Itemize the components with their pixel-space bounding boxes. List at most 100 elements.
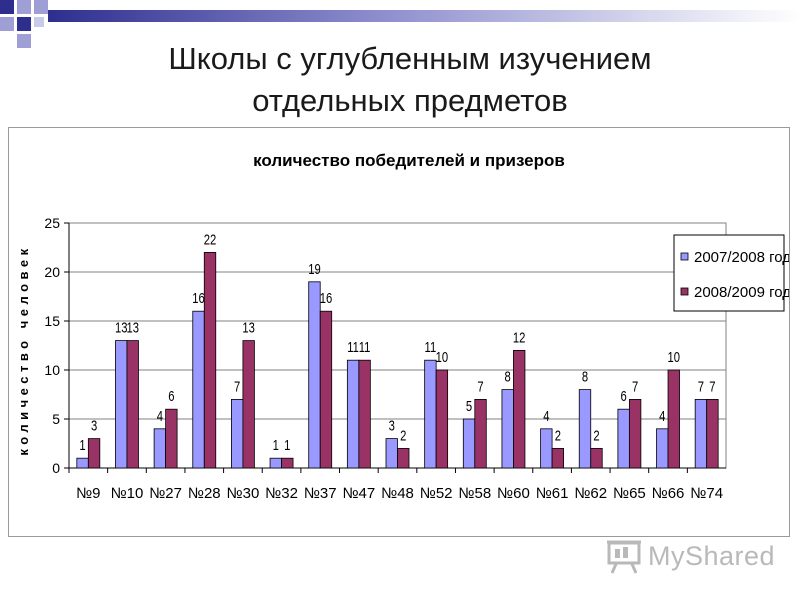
data-label: 19 bbox=[308, 260, 321, 277]
presentation-board-icon bbox=[607, 540, 641, 574]
x-tick-label: №9 bbox=[76, 485, 100, 502]
decor-square-dark bbox=[0, 0, 14, 14]
x-tick-label: №37 bbox=[304, 485, 337, 502]
data-label: 1 bbox=[79, 437, 85, 454]
watermark-text: MyShared bbox=[648, 541, 776, 571]
bar-2[interactable] bbox=[474, 398, 487, 469]
x-tick-label: №74 bbox=[690, 485, 723, 502]
data-label: 4 bbox=[659, 407, 665, 424]
data-label: 2 bbox=[593, 427, 599, 444]
bar-1[interactable] bbox=[308, 281, 321, 469]
bar-1[interactable] bbox=[694, 398, 708, 469]
bar-2[interactable] bbox=[667, 369, 680, 469]
bar-1[interactable] bbox=[115, 340, 128, 469]
data-label: 7 bbox=[632, 378, 638, 395]
bar-2[interactable] bbox=[87, 438, 101, 469]
x-tick-label: №47 bbox=[342, 485, 375, 502]
bar-1[interactable] bbox=[76, 457, 89, 469]
data-label: 13 bbox=[115, 319, 128, 336]
bar-1[interactable] bbox=[462, 418, 476, 469]
data-label: 3 bbox=[91, 417, 97, 434]
x-tick-label: №65 bbox=[613, 485, 646, 502]
bar-1[interactable] bbox=[501, 389, 514, 469]
bar-2[interactable] bbox=[513, 349, 526, 469]
header-gradient-bar bbox=[48, 10, 800, 22]
data-label: 4 bbox=[157, 407, 163, 424]
x-tick-label: №61 bbox=[536, 485, 569, 502]
x-tick-label: №62 bbox=[574, 485, 607, 502]
chart-title: количество победителей и призеров bbox=[253, 151, 565, 170]
bar-2[interactable] bbox=[706, 398, 719, 469]
data-label: 3 bbox=[389, 417, 395, 434]
data-label: 6 bbox=[168, 388, 174, 405]
data-label: 12 bbox=[513, 329, 526, 346]
bar-2[interactable] bbox=[358, 359, 371, 469]
bar-2[interactable] bbox=[126, 340, 139, 469]
legend-box bbox=[673, 234, 785, 312]
data-label: 16 bbox=[192, 290, 205, 307]
data-label: 1 bbox=[273, 437, 279, 454]
x-tick-label: №52 bbox=[420, 485, 453, 502]
bar-2[interactable] bbox=[590, 447, 603, 469]
bar-2[interactable] bbox=[319, 310, 333, 469]
bar-chart: количество победителей и призеров количе… bbox=[16, 151, 789, 502]
bar-1[interactable] bbox=[656, 428, 669, 469]
data-label: 2 bbox=[555, 427, 561, 444]
decor-square-light bbox=[17, 0, 31, 14]
x-tick-label: №10 bbox=[111, 485, 144, 502]
bar-2[interactable] bbox=[435, 369, 449, 469]
chart-frame: количество победителей и призеров количе… bbox=[8, 127, 790, 537]
decor-square-light bbox=[34, 17, 44, 27]
bar-2[interactable] bbox=[242, 340, 255, 469]
bar-2[interactable] bbox=[397, 447, 410, 469]
data-label: 13 bbox=[126, 319, 139, 336]
data-label: 10 bbox=[668, 348, 681, 365]
data-label: 11 bbox=[347, 339, 359, 356]
x-tick-label: №48 bbox=[381, 485, 414, 502]
legend-label-2: 2008/2009 год bbox=[694, 284, 789, 301]
x-tick-label: №32 bbox=[265, 485, 298, 502]
data-label: 11 bbox=[359, 339, 371, 356]
bar-1[interactable] bbox=[269, 457, 282, 469]
y-tick-label: 0 bbox=[52, 460, 60, 476]
data-label: 7 bbox=[698, 378, 704, 395]
bar-2[interactable] bbox=[628, 398, 642, 469]
legend-swatch-2 bbox=[680, 287, 689, 296]
bar-2[interactable] bbox=[551, 447, 564, 469]
y-tick-label: 5 bbox=[52, 411, 60, 427]
y-axis-label: количество человек bbox=[16, 244, 31, 455]
data-label: 7 bbox=[234, 378, 240, 395]
bar-1[interactable] bbox=[192, 310, 205, 469]
bar-1[interactable] bbox=[153, 428, 167, 469]
decor-square-light bbox=[34, 0, 48, 14]
bar-1[interactable] bbox=[231, 398, 244, 469]
legend-swatch-1 bbox=[680, 252, 689, 261]
bar-1[interactable] bbox=[424, 359, 437, 469]
data-label: 4 bbox=[543, 407, 549, 424]
data-label: 13 bbox=[242, 319, 255, 336]
watermark: MyShared bbox=[606, 535, 776, 575]
data-label: 2 bbox=[400, 427, 406, 444]
data-label: 22 bbox=[204, 231, 217, 248]
bar-1[interactable] bbox=[617, 408, 630, 469]
data-label: 16 bbox=[320, 290, 333, 307]
x-tick-label: №66 bbox=[652, 485, 685, 502]
data-label: 8 bbox=[505, 368, 511, 385]
bar-1[interactable] bbox=[578, 389, 592, 469]
x-tick-label: №28 bbox=[188, 485, 221, 502]
bar-2[interactable] bbox=[203, 252, 217, 469]
x-tick-label: №60 bbox=[497, 485, 530, 502]
data-label: 1 bbox=[284, 437, 290, 454]
decor-square-light bbox=[17, 34, 31, 48]
data-label: 6 bbox=[621, 388, 627, 405]
bar-2[interactable] bbox=[281, 457, 294, 469]
legend-label-1: 2007/2008 год bbox=[694, 249, 789, 266]
bar-1[interactable] bbox=[346, 359, 360, 469]
bar-1[interactable] bbox=[540, 428, 553, 469]
x-tick-label: №58 bbox=[458, 485, 491, 502]
data-label: 11 bbox=[425, 339, 437, 356]
bar-2[interactable] bbox=[165, 408, 178, 469]
y-tick-label: 25 bbox=[44, 215, 60, 231]
bar-1[interactable] bbox=[385, 438, 398, 469]
legend: 2007/2008 год 2008/2009 год bbox=[673, 234, 789, 312]
